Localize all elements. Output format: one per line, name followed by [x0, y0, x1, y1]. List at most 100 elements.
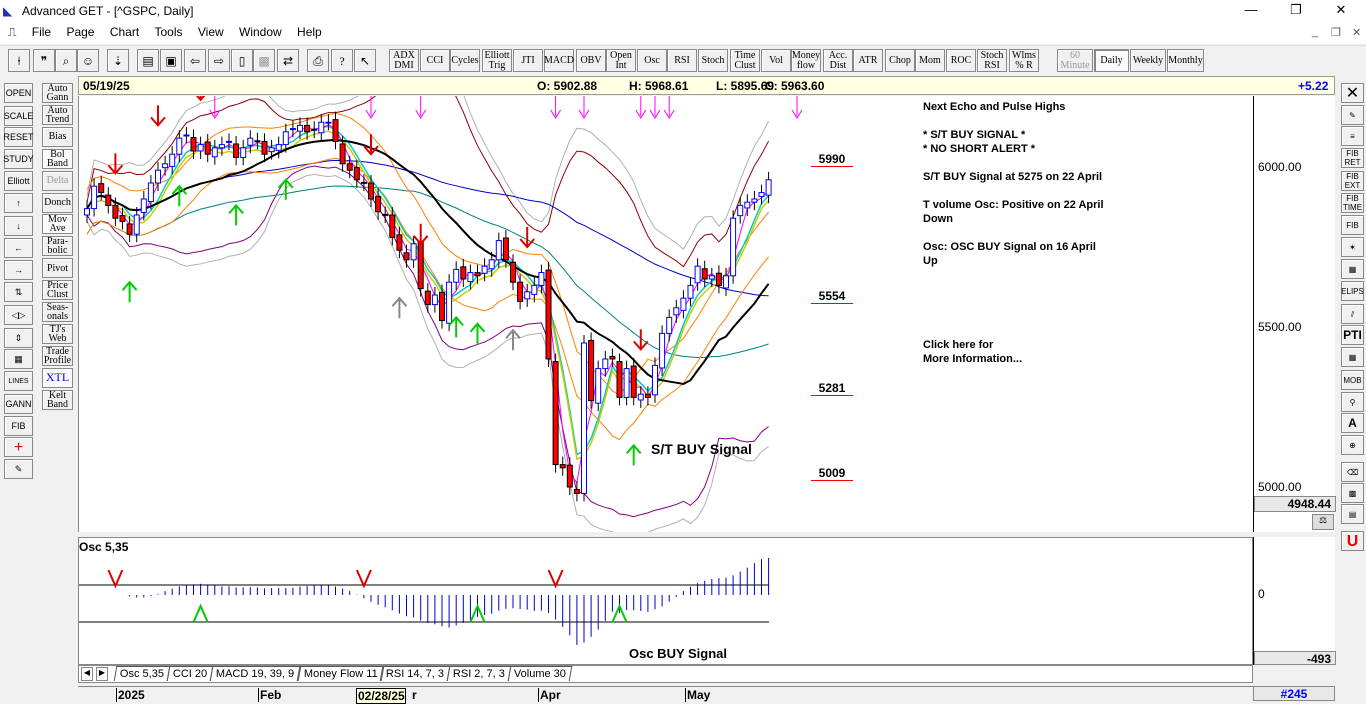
- left-tool-8[interactable]: →: [4, 260, 33, 280]
- right-tool-19[interactable]: ▤: [1341, 504, 1364, 524]
- save-icon[interactable]: ▣: [160, 49, 182, 72]
- right-tool-14[interactable]: ⚲: [1341, 392, 1364, 412]
- right-tool-10[interactable]: ⫽: [1341, 304, 1364, 324]
- prev-page-icon[interactable]: ⇦: [184, 49, 206, 72]
- left-tool-13[interactable]: LINES: [4, 371, 33, 391]
- left-tool-3[interactable]: STUDY: [3, 149, 34, 169]
- left-tool-0[interactable]: OPEN: [4, 83, 33, 103]
- study-button-11[interactable]: Time Clust: [730, 49, 760, 72]
- study-button-3[interactable]: Elliott Trig: [482, 49, 512, 72]
- menu-file[interactable]: File: [31, 25, 52, 39]
- right-tool-1[interactable]: ✎: [1341, 105, 1364, 125]
- right-tool-18[interactable]: ▩: [1341, 483, 1364, 503]
- study-button-4[interactable]: JTI: [513, 49, 543, 72]
- left-study-11[interactable]: TJ's Web: [42, 323, 73, 344]
- child-close-button[interactable]: ✕: [1352, 27, 1362, 39]
- left-tool-9[interactable]: ⇅: [4, 282, 33, 302]
- left-tool-2[interactable]: RESET: [4, 127, 34, 147]
- person-icon[interactable]: ☺: [77, 49, 99, 72]
- tab-indicator-4[interactable]: RSI 14, 7, 3: [380, 666, 451, 681]
- study-button-19[interactable]: Stoch RSI: [977, 49, 1007, 72]
- more-info-link[interactable]: More Information...: [923, 353, 1022, 365]
- left-tool-12[interactable]: ▦: [4, 349, 33, 369]
- scale-icon[interactable]: ⚖: [1312, 514, 1334, 530]
- period-2[interactable]: Weekly: [1130, 49, 1166, 72]
- study-button-10[interactable]: Stoch: [698, 49, 728, 72]
- left-tool-14[interactable]: GANN: [4, 394, 33, 414]
- menu-help[interactable]: Help: [297, 25, 322, 39]
- period-1[interactable]: Daily: [1094, 49, 1129, 72]
- tab-indicator-1[interactable]: CCI 20: [166, 666, 214, 681]
- tab-scroll-right[interactable]: ▶: [96, 667, 108, 681]
- period-0[interactable]: 60 Minute: [1057, 49, 1093, 72]
- right-tool-16[interactable]: ⊕: [1341, 435, 1364, 455]
- print-icon[interactable]: ⎙: [307, 49, 329, 72]
- right-tool-6[interactable]: FIB: [1341, 215, 1364, 235]
- study-button-14[interactable]: Acc. Dist: [823, 49, 853, 72]
- tab-indicator-6[interactable]: Volume 30: [508, 666, 573, 681]
- cursor-icon[interactable]: ⍿: [8, 49, 30, 72]
- right-tool-17[interactable]: ⌫: [1341, 462, 1364, 482]
- tab-indicator-2[interactable]: MACD 19, 39, 9: [209, 666, 301, 681]
- download-icon[interactable]: ⇣: [107, 49, 129, 72]
- study-button-13[interactable]: Money flow: [791, 49, 821, 72]
- study-button-5[interactable]: MACD: [544, 49, 574, 72]
- right-tool-8[interactable]: ▦: [1341, 259, 1364, 279]
- study-button-8[interactable]: Osc: [637, 49, 667, 72]
- menu-window[interactable]: Window: [239, 25, 282, 39]
- left-tool-16[interactable]: +: [4, 437, 33, 457]
- left-study-8[interactable]: Pivot: [42, 258, 73, 279]
- right-tool-13[interactable]: MOB: [1341, 370, 1364, 390]
- study-button-12[interactable]: Vol: [761, 49, 791, 72]
- right-tool-9[interactable]: ELIPS: [1341, 281, 1364, 301]
- maximize-button[interactable]: ❐: [1290, 2, 1302, 17]
- help-icon[interactable]: ?: [331, 49, 353, 72]
- left-study-7[interactable]: Para- bolic: [42, 236, 73, 257]
- tab-indicator-0[interactable]: Osc 5,35: [113, 666, 171, 681]
- right-tool-2[interactable]: ≡: [1341, 126, 1364, 146]
- period-3[interactable]: Monthly: [1167, 49, 1204, 72]
- right-tool-12[interactable]: ▦: [1341, 347, 1364, 367]
- left-tool-15[interactable]: FIB: [4, 416, 33, 436]
- left-study-2[interactable]: Bias: [42, 126, 73, 147]
- child-restore-button[interactable]: ❐: [1331, 27, 1341, 39]
- left-study-1[interactable]: Auto Trend: [42, 104, 73, 125]
- more-info-link[interactable]: Click here for: [923, 339, 994, 351]
- left-study-0[interactable]: Auto Gann: [42, 83, 73, 103]
- right-tool-11[interactable]: PTI: [1341, 325, 1364, 345]
- right-tool-0[interactable]: ✕: [1341, 83, 1364, 103]
- study-button-2[interactable]: Cycles: [450, 49, 480, 72]
- oscillator-pane[interactable]: Osc 5,35 Osc BUY Signal: [78, 537, 1253, 665]
- close-button[interactable]: ✕: [1335, 2, 1347, 17]
- doc-icon[interactable]: ⎍: [8, 25, 17, 39]
- left-study-12[interactable]: Trade Profile: [42, 345, 73, 366]
- right-tool-7[interactable]: ✶: [1341, 237, 1364, 257]
- link-icon[interactable]: ⇄: [277, 49, 299, 72]
- child-minimize-button[interactable]: _: [1312, 26, 1319, 38]
- right-tool-4[interactable]: FIB EXT: [1341, 171, 1364, 191]
- menu-chart[interactable]: Chart: [109, 25, 140, 39]
- left-study-4[interactable]: Delta: [42, 170, 73, 191]
- study-button-9[interactable]: RSI: [667, 49, 697, 72]
- left-study-13[interactable]: XTL: [42, 367, 73, 388]
- left-tool-7[interactable]: ←: [4, 238, 33, 258]
- study-button-1[interactable]: CCI: [420, 49, 450, 72]
- left-tool-11[interactable]: ⇕: [4, 328, 33, 348]
- study-button-15[interactable]: ATR: [853, 49, 883, 72]
- quote-icon[interactable]: ❞: [33, 49, 55, 72]
- right-tool-20[interactable]: U: [1341, 531, 1364, 551]
- left-study-5[interactable]: Donch: [42, 192, 73, 213]
- menu-page[interactable]: Page: [66, 25, 95, 39]
- right-tool-15[interactable]: A: [1341, 413, 1364, 433]
- study-button-18[interactable]: ROC: [946, 49, 976, 72]
- tab-scroll-left[interactable]: ◀: [81, 667, 93, 681]
- left-tool-1[interactable]: SCALE: [4, 106, 33, 126]
- menu-view[interactable]: View: [197, 25, 224, 39]
- next-page-icon[interactable]: ⇨: [208, 49, 230, 72]
- tab-indicator-5[interactable]: RSI 2, 7, 3: [447, 666, 512, 681]
- left-tool-6[interactable]: ↓: [4, 216, 33, 236]
- search-icon[interactable]: ⌕: [55, 49, 77, 72]
- price-chart[interactable]: 5990 5554 5281 5009 S/T BUY Signal Next …: [78, 96, 1253, 532]
- study-button-20[interactable]: Wlms % R: [1009, 49, 1039, 72]
- left-tool-4[interactable]: Elliott: [4, 171, 33, 191]
